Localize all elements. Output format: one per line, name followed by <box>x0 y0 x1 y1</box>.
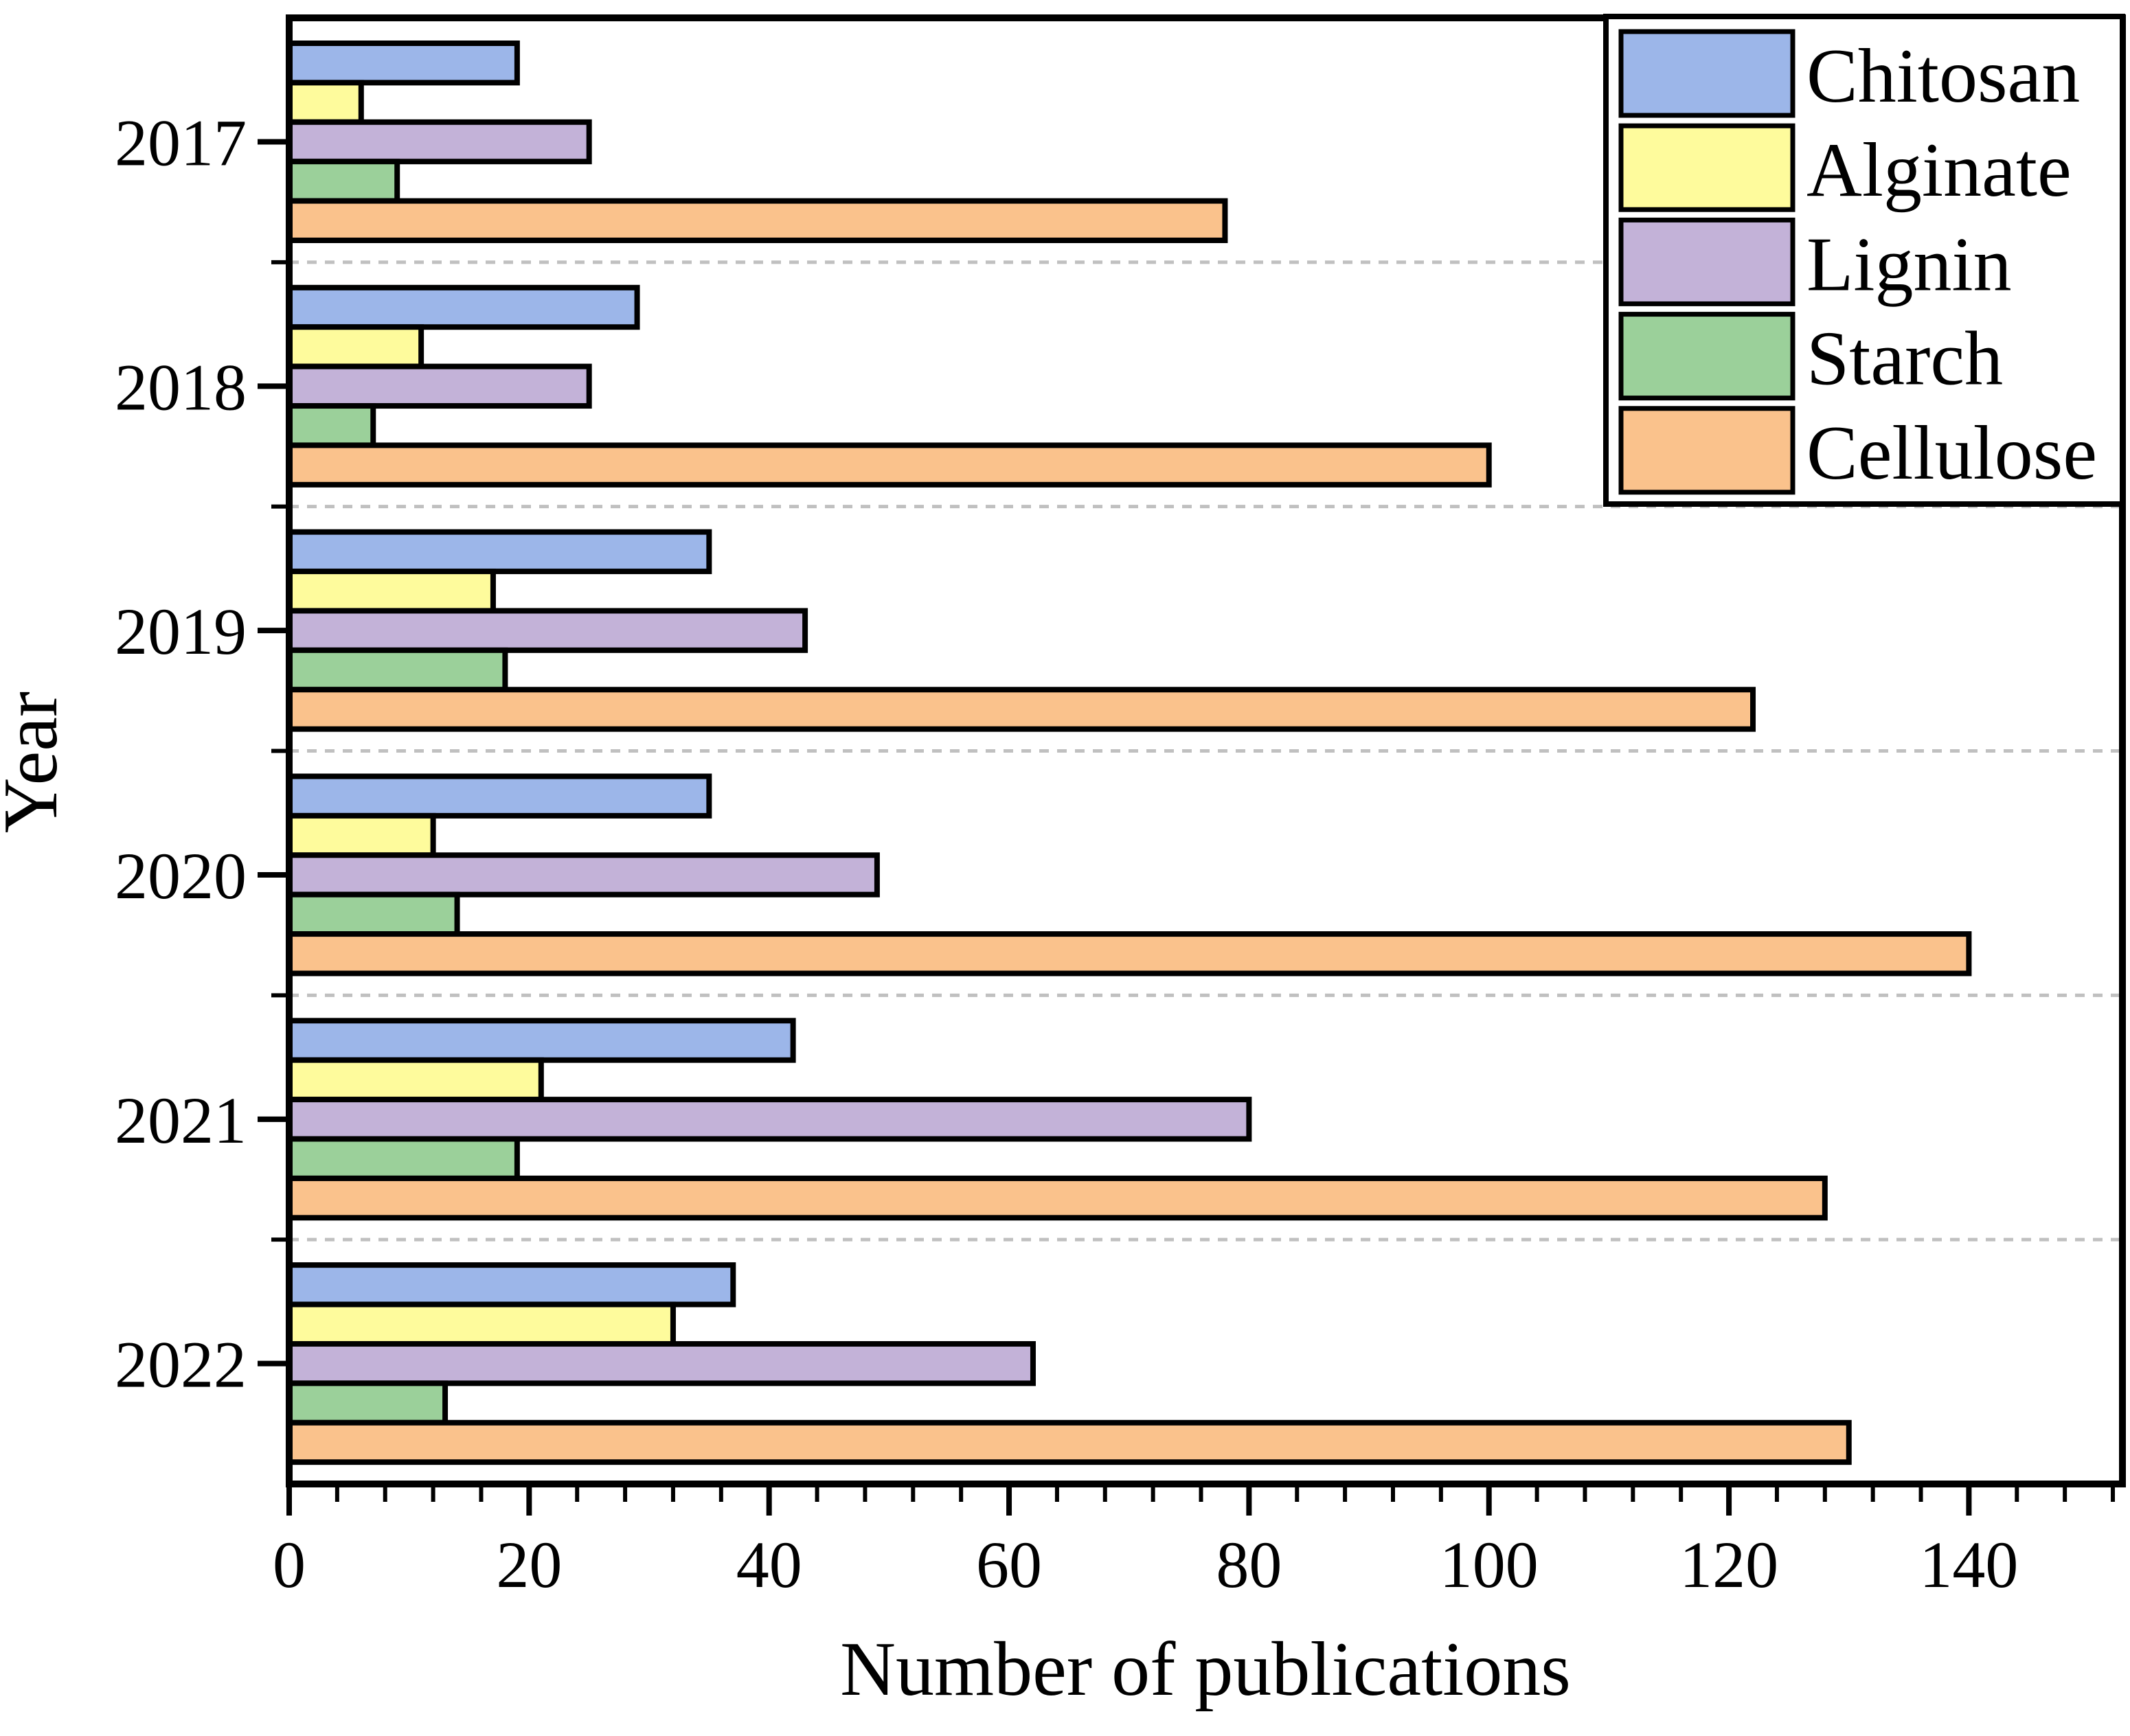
x-tick-label: 100 <box>1440 1528 1539 1601</box>
x-tick-label: 40 <box>736 1528 802 1601</box>
bar-lignin-2021 <box>286 1097 1252 1142</box>
bar-starch-2022 <box>286 1380 449 1426</box>
bar-starch-2019 <box>286 647 508 693</box>
x-tick-label: 120 <box>1679 1528 1778 1601</box>
bar-cellulose-2017 <box>286 198 1228 244</box>
bar-cellulose-2021 <box>286 1175 1828 1221</box>
bar-alginate-2022 <box>286 1301 676 1347</box>
bar-starch-2017 <box>286 159 400 204</box>
legend-label-chitosan: Chitosan <box>1806 34 2080 119</box>
bar-starch-2018 <box>286 403 376 448</box>
axes: 0 20 40 60 80 100 120 140 2017 2018 2019 2020 2021 20… <box>115 14 2126 1601</box>
legend: Chitosan Alginate Lignin Starch Cellulose <box>1603 14 2125 507</box>
y-tick-label: 2020 <box>115 839 247 913</box>
bar-alginate-2020 <box>286 812 436 858</box>
y-axis-title: Year <box>0 692 73 833</box>
gridlines <box>289 260 2122 1242</box>
y-tick-label: 2017 <box>115 106 247 180</box>
bar-lignin-2022 <box>286 1340 1036 1386</box>
legend-swatch-alginate <box>1618 123 1795 212</box>
bar-lignin-2020 <box>286 852 880 898</box>
bar-chitosan-2020 <box>286 773 712 819</box>
x-tick-label: 80 <box>1216 1528 1282 1601</box>
x-axis-title: Number of publications <box>840 1627 1571 1712</box>
x-tick-label: 20 <box>496 1528 562 1601</box>
bar-chitosan-2019 <box>286 529 712 575</box>
legend-label-starch: Starch <box>1806 317 2003 402</box>
y-tick-label: 2018 <box>115 350 247 424</box>
legend-swatch-cellulose <box>1618 406 1795 495</box>
bar-cellulose-2022 <box>286 1419 1852 1465</box>
bar-chitosan-2021 <box>286 1018 796 1063</box>
bar-lignin-2018 <box>286 363 592 409</box>
bar-chitosan-2017 <box>286 41 520 86</box>
bar-lignin-2017 <box>286 119 592 165</box>
legend-label-cellulose: Cellulose <box>1806 411 2097 496</box>
y-tick-label: 2019 <box>115 595 247 668</box>
y-tick-label: 2022 <box>115 1328 247 1402</box>
x-tick-label: 60 <box>976 1528 1042 1601</box>
legend-swatch-chitosan <box>1618 29 1795 118</box>
bar-lignin-2019 <box>286 608 808 653</box>
y-tick-label: 2021 <box>115 1084 247 1157</box>
bar-cellulose-2018 <box>286 442 1492 488</box>
bar-alginate-2019 <box>286 569 496 614</box>
bar-starch-2020 <box>286 891 460 937</box>
bar-starch-2021 <box>286 1136 520 1181</box>
legend-label-lignin: Lignin <box>1806 222 2012 307</box>
bar-alginate-2018 <box>286 324 424 369</box>
bar-chitosan-2018 <box>286 284 640 330</box>
x-tick-label: 140 <box>1919 1528 2018 1601</box>
legend-label-alginate: Alginate <box>1806 128 2072 213</box>
bar-alginate-2021 <box>286 1057 544 1103</box>
bar-cellulose-2020 <box>286 931 1972 976</box>
legend-swatch-starch <box>1618 312 1795 401</box>
x-tick-label: 0 <box>273 1528 306 1601</box>
bar-cellulose-2019 <box>286 687 1756 732</box>
legend-swatch-lignin <box>1618 217 1795 306</box>
bar-chitosan-2022 <box>286 1262 736 1307</box>
bar-alginate-2017 <box>286 80 364 125</box>
